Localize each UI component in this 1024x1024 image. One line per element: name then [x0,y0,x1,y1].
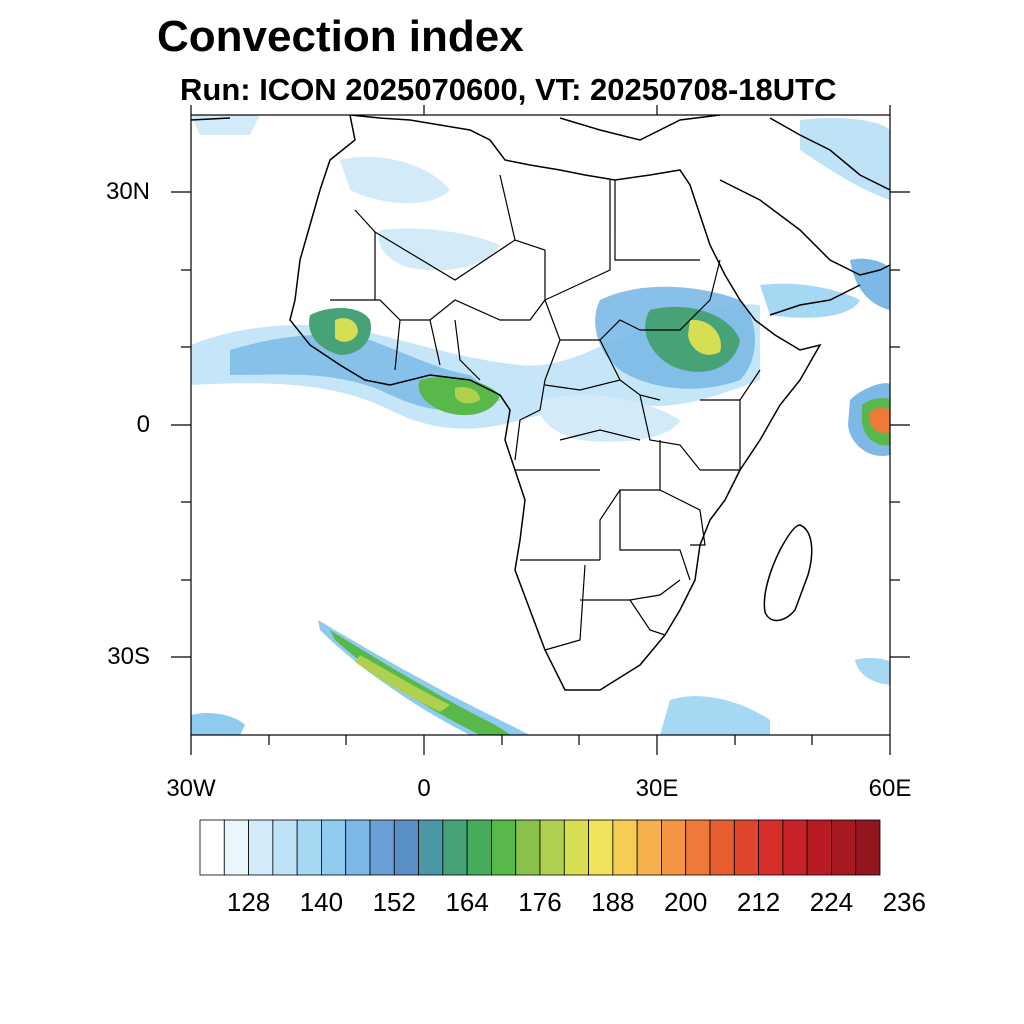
colorbar-swatch [442,819,468,876]
colorbar-tick-label: 140 [299,887,344,917]
lat-tick-label: 30S [107,643,150,670]
lat-tick-label: 30N [105,178,150,205]
colorbar-swatch [393,819,419,876]
guinea-hotspot [335,318,358,342]
north-coast-light [191,115,260,135]
southern-front-hot [355,655,450,712]
colorbar-swatch [733,819,759,876]
colorbar-tick-label: 224 [809,887,854,917]
lat-tick-label: 0 [136,411,150,438]
northwest-light [340,156,450,204]
map-frame [190,114,891,736]
colorbar-tick-label: 236 [882,887,926,917]
colorbar-tick-label: 128 [226,887,271,917]
congo-light [539,395,680,442]
colorbar-swatch [466,819,492,876]
colorbar-swatch [539,819,565,876]
colorbar-swatch [345,819,371,876]
madagascar [763,524,813,622]
mediterranean-north [191,115,890,191]
border-lines [330,174,761,651]
ethiopia-hot [688,319,721,355]
lon-tick-label: 0 [417,775,431,802]
africa-coastline [289,115,822,691]
colorbar-swatch [223,819,249,876]
southern-front-outer [318,620,530,735]
colorbar-tick-label: 212 [736,887,781,917]
northeast-clouds [800,118,890,200]
colorbar-swatch [248,819,274,876]
colorbar [199,819,881,876]
colorbar-tick-label: 188 [591,887,635,917]
colorbar-swatch [491,819,517,876]
cyclone-core [870,407,890,434]
colorbar-swatch [855,819,881,876]
arabia-coast [719,179,890,316]
colorbar-swatch [636,819,662,876]
colorbar-swatch [199,819,225,876]
colorbar-swatch [685,819,711,876]
colorbar-tick-label: 200 [664,887,708,917]
colorbar-tick-label: 164 [445,887,489,917]
chart-subtitle: Run: ICON 2025070600, VT: 20250708-18UTC [180,72,837,107]
east-edge [850,258,890,310]
colorbar-swatch [321,819,347,876]
colorbar-swatch [418,819,444,876]
southwest-clouds [191,713,245,735]
colorbar-swatch [831,819,857,876]
colorbar-swatch [296,819,322,876]
lon-tick-label: 30W [166,775,216,802]
colorbar-tick-label: 152 [372,887,416,917]
colorbar-swatch [563,819,589,876]
sahel-light [378,228,500,271]
colorbar-swatch [612,819,638,876]
coastlines [191,115,890,691]
colorbar-swatch [661,819,687,876]
colorbar-swatch [272,819,298,876]
lon-tick-label: 30E [635,775,679,802]
lon-tick-label: 60E [868,775,912,802]
southeast-clouds [660,696,770,735]
colorbar-swatch [782,819,808,876]
nigeria-hot [455,387,480,404]
axis-ticks [171,105,910,755]
far-east-south [855,657,890,685]
colorbar-swatch [515,819,541,876]
colorbar-swatch [806,819,832,876]
chart-title: Convection index [157,12,524,61]
southern-front-core [330,630,510,735]
colorbar-swatch [709,819,735,876]
colorbar-tick-label: 176 [518,887,562,917]
colorbar-swatch [588,819,614,876]
colorbar-swatch [369,819,395,876]
colorbar-swatch [758,819,784,876]
convection-shading [191,115,890,735]
borders [330,174,761,651]
